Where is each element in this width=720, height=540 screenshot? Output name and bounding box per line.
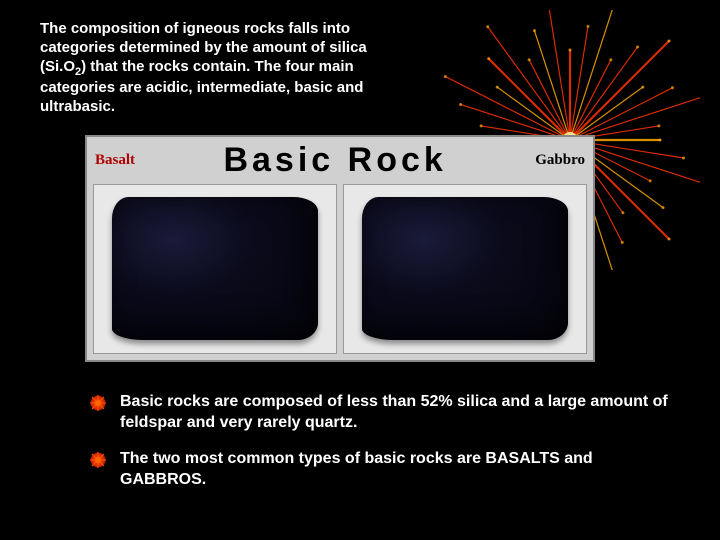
panel-right-label: Gabbro — [535, 152, 585, 169]
gabbro-rock-shape — [362, 197, 568, 340]
basalt-rock-shape — [112, 197, 318, 340]
bullet-text: The two most common types of basic rocks… — [120, 449, 680, 491]
rock-panel: Basalt Basic Rock Gabbro — [85, 135, 595, 362]
burst-icon — [90, 452, 106, 468]
panel-header: Basalt Basic Rock Gabbro — [87, 137, 593, 180]
list-item: Basic rocks are composed of less than 52… — [90, 392, 680, 434]
list-item: The two most common types of basic rocks… — [90, 449, 680, 491]
gabbro-image — [343, 184, 587, 354]
bullet-text: Basic rocks are composed of less than 52… — [120, 392, 680, 434]
panel-left-label: Basalt — [95, 152, 135, 169]
intro-paragraph: The composition of igneous rocks falls i… — [40, 20, 400, 117]
panel-title: Basic Rock — [223, 141, 446, 180]
rock-images-row — [87, 180, 593, 360]
burst-icon — [90, 395, 106, 411]
basalt-image — [93, 184, 337, 354]
slide-container: The composition of igneous rocks falls i… — [0, 0, 720, 540]
bullet-list: Basic rocks are composed of less than 52… — [40, 392, 680, 491]
intro-text-after: ) that the rocks contain. The four main … — [40, 58, 363, 116]
